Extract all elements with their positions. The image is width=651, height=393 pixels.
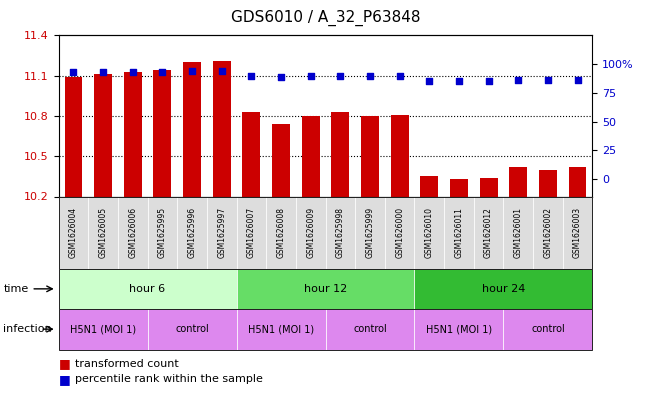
Bar [242,112,260,196]
Point [187,68,197,74]
Bar [94,74,112,196]
Text: GSM1626001: GSM1626001 [514,208,523,258]
Point [424,78,434,84]
Text: hour 6: hour 6 [130,284,165,294]
Text: GSM1626011: GSM1626011 [454,208,464,258]
Text: H5N1 (MOI 1): H5N1 (MOI 1) [248,324,314,334]
Text: GSM1625995: GSM1625995 [158,207,167,259]
Text: GSM1625997: GSM1625997 [217,207,226,259]
Bar [331,112,349,196]
Text: GSM1626008: GSM1626008 [277,208,286,258]
Text: control: control [353,324,387,334]
Point [484,78,494,84]
Point [246,72,256,79]
Text: GDS6010 / A_32_P63848: GDS6010 / A_32_P63848 [230,10,421,26]
Bar [213,61,230,196]
Text: ■: ■ [59,357,70,370]
Text: transformed count: transformed count [75,358,178,369]
Text: GSM1625999: GSM1625999 [365,207,374,259]
Point [68,69,79,75]
Text: GSM1626005: GSM1626005 [98,207,107,259]
Point [335,72,346,79]
Text: hour 12: hour 12 [304,284,347,294]
Point [276,73,286,80]
Bar [361,116,379,196]
Text: GSM1626003: GSM1626003 [573,207,582,259]
Point [157,69,167,75]
Bar [154,70,171,196]
Text: infection: infection [3,324,52,334]
Point [365,72,375,79]
Text: GSM1626004: GSM1626004 [69,207,78,259]
Bar [272,124,290,196]
Point [217,68,227,74]
Text: hour 24: hour 24 [482,284,525,294]
Text: GSM1626012: GSM1626012 [484,208,493,258]
Bar [421,176,438,196]
Text: percentile rank within the sample: percentile rank within the sample [75,374,263,384]
Point [543,77,553,83]
Bar [124,72,142,196]
Text: GSM1626007: GSM1626007 [247,207,256,259]
Bar [450,179,468,196]
Text: time: time [3,284,29,294]
Text: GSM1626002: GSM1626002 [544,208,553,258]
Text: GSM1625998: GSM1625998 [336,208,345,258]
Text: GSM1626000: GSM1626000 [395,207,404,259]
Text: control: control [175,324,209,334]
Point [305,72,316,79]
Bar [509,167,527,196]
Text: H5N1 (MOI 1): H5N1 (MOI 1) [426,324,492,334]
Text: GSM1626009: GSM1626009 [306,207,315,259]
Text: H5N1 (MOI 1): H5N1 (MOI 1) [70,324,136,334]
Text: ■: ■ [59,373,70,386]
Point [572,77,583,83]
Bar [480,178,497,196]
Text: GSM1626006: GSM1626006 [128,207,137,259]
Bar [539,170,557,196]
Point [98,69,108,75]
Text: GSM1626010: GSM1626010 [425,208,434,258]
Bar [569,167,587,196]
Bar [183,62,201,196]
Point [513,77,523,83]
Point [454,78,464,84]
Point [128,69,138,75]
Bar [64,77,82,196]
Text: control: control [531,324,565,334]
Text: GSM1625996: GSM1625996 [187,207,197,259]
Point [395,72,405,79]
Bar [302,116,320,196]
Bar [391,115,409,196]
